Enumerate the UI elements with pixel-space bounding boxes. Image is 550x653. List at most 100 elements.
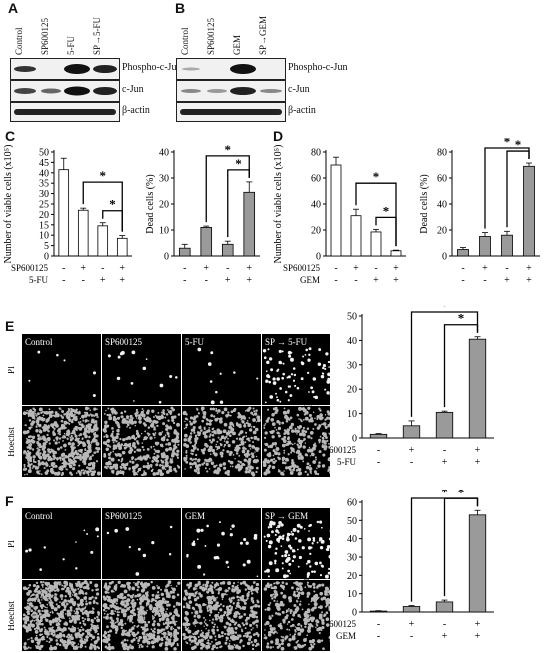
lane-label: SP→5-FU (92, 16, 102, 55)
significance-star: * (235, 156, 242, 171)
bar (435, 601, 454, 613)
treatment-mark: + (526, 275, 532, 286)
treatment-row-label: SP600125 (283, 263, 321, 273)
cell-nuclei (262, 406, 330, 476)
lane-label: Control (14, 27, 24, 55)
treatment-mark: - (461, 275, 464, 286)
y-tick-label: 30 (347, 360, 357, 371)
micrograph-cell (22, 406, 101, 477)
treatment-mark: - (410, 457, 413, 468)
cell-nuclei (186, 521, 259, 578)
lane-label: SP600125 (206, 17, 216, 55)
treatment-row-label: GEM (336, 631, 356, 641)
cell-nuclei (102, 580, 181, 651)
y-tick-label: 0 (352, 434, 357, 445)
bar (221, 243, 234, 257)
treatment-mark: + (246, 275, 252, 286)
treatment-mark: + (246, 263, 252, 274)
y-tick-label: 0 (316, 252, 321, 263)
micrograph-column-label: Control (25, 511, 53, 521)
micrograph-bg (262, 508, 330, 579)
significance-star: * (100, 168, 107, 183)
micrograph-bg (22, 334, 101, 405)
y-tick-label: 60 (437, 174, 447, 185)
treatment-mark: + (225, 275, 231, 286)
micrograph-cell (102, 406, 181, 477)
bar (468, 338, 487, 439)
significance-star: * (441, 490, 448, 499)
treatment-row-label: 5-FU (337, 457, 357, 467)
significance-bracket (205, 155, 250, 223)
treatment-mark: + (373, 275, 379, 286)
significance-bracket (443, 497, 479, 597)
blot-label: β-actin (288, 105, 316, 116)
treatment-mark: + (442, 631, 448, 642)
micrograph-cell: Control (22, 334, 101, 405)
treatment-mark: - (374, 263, 377, 274)
treatment-mark: - (377, 619, 380, 630)
y-tick-label: 10 (347, 589, 357, 600)
significance-star: * (504, 138, 511, 149)
micrograph-cell (262, 580, 330, 651)
y-tick-label: 20 (39, 210, 49, 221)
treatment-mark: - (205, 275, 208, 286)
treatment-mark: - (377, 445, 380, 456)
micrograph-cell: SP600125 (102, 508, 181, 579)
y-tick-label: 30 (39, 189, 49, 200)
micrograph-cell: 5-FU (182, 334, 261, 405)
lane-label: GEM (232, 35, 242, 55)
micrograph-column-label: SP600125 (105, 511, 143, 521)
blot-c-jun-a (10, 80, 120, 102)
bar (330, 164, 342, 257)
bar (350, 215, 362, 257)
treatment-mark: - (183, 263, 186, 274)
significance-bracket (410, 311, 479, 417)
y-tick-label: 0 (44, 252, 49, 263)
lane-label: 5-FU (66, 35, 76, 55)
micrograph-bg (262, 334, 330, 405)
bar (390, 250, 402, 257)
bar (402, 606, 421, 613)
y-tick-label: 15 (39, 220, 49, 231)
y-tick-label: 20 (347, 571, 357, 582)
significance-star: * (225, 142, 232, 157)
bar (457, 249, 469, 257)
y-axis-label: Number of viable cells (x10⁵) (3, 144, 14, 263)
significance-bracket (443, 324, 479, 408)
blot-phospho-c-jun-a (10, 58, 120, 80)
panel-label-d: D (273, 128, 284, 144)
treatment-mark: + (353, 263, 359, 274)
treatment-mark: + (100, 275, 106, 286)
panel-label-b: B (175, 0, 186, 16)
bar (200, 227, 213, 257)
panel-label-f: F (5, 493, 14, 509)
y-tick-label: 40 (347, 336, 357, 347)
micrograph-row-label: PI (8, 366, 16, 374)
micrograph-cell (182, 580, 261, 651)
y-tick-label: 60 (347, 498, 357, 509)
bar (435, 411, 454, 439)
blot-c-jun-b (176, 80, 286, 102)
treatment-mark: - (483, 275, 486, 286)
cell-nuclei (263, 520, 330, 579)
y-tick-label: 50 (347, 516, 357, 527)
micrograph-cell: SP → 5-FU (262, 334, 330, 405)
significance-bracket (227, 169, 250, 238)
treatment-mark: - (410, 631, 413, 642)
chart-pi-positive-gem: 0102030405060PI-positive cells (%)**SP60… (301, 490, 494, 642)
treatment-mark: - (62, 275, 65, 286)
bar (369, 610, 388, 613)
blot-label: Phospho-c-Jun (122, 62, 182, 73)
treatment-mark: - (334, 275, 337, 286)
micrograph-row-label: Hoechst (8, 427, 16, 457)
chart-viable-cells-gem: 0 20 40 60 80 Number of viable cells (x10⁵) * *… (273, 144, 406, 286)
cell-nuclei (182, 406, 261, 477)
treatment-mark: + (393, 263, 399, 274)
treatment-row-label: SP600125 (11, 263, 49, 273)
cell-nuclei (263, 581, 330, 651)
y-tick-label: 35 (39, 179, 49, 190)
y-tick-label: 0 (352, 608, 357, 619)
significance-star: * (458, 311, 465, 326)
bar (501, 234, 513, 257)
